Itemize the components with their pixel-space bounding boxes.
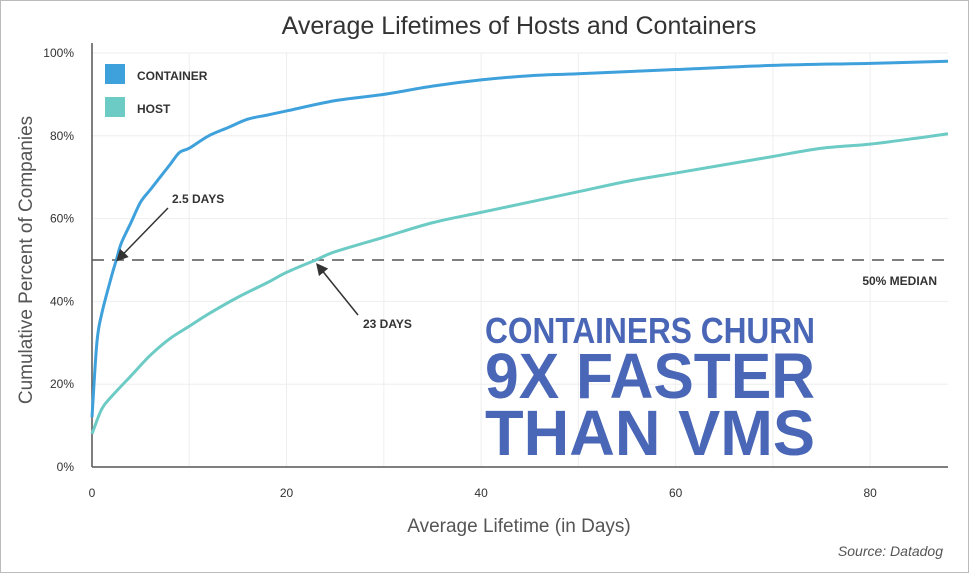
chart-title: Average Lifetimes of Hosts and Container… — [282, 12, 757, 40]
legend-label-container: CONTAINER — [137, 69, 208, 83]
y-tick-label: 40% — [50, 294, 74, 308]
source-note: Source: Datadog — [838, 543, 943, 559]
annotation-arrow — [316, 262, 359, 316]
legend-swatch-container — [105, 64, 125, 84]
x-tick-label: 20 — [280, 486, 294, 500]
annotation-label: 2.5 DAYS — [172, 192, 224, 206]
x-tick-label: 60 — [669, 486, 683, 500]
legend-label-host: HOST — [137, 102, 171, 116]
y-tick-label: 80% — [50, 129, 74, 143]
y-tick-label: 0% — [57, 460, 75, 474]
x-tick-label: 0 — [89, 486, 96, 500]
y-tick-label: 100% — [43, 46, 74, 60]
median-reference: 50% MEDIAN — [92, 259, 948, 288]
median-label: 50% MEDIAN — [862, 274, 937, 288]
legend: CONTAINER HOST — [105, 64, 208, 117]
y-tick-label: 60% — [50, 212, 74, 226]
headline-line: 9X FASTER — [485, 340, 815, 412]
headline-line: THAN VMS — [485, 397, 815, 469]
y-axis-label: Cumulative Percent of Companies — [16, 116, 37, 404]
annotations: 2.5 DAYS 23 DAYS — [116, 192, 412, 331]
headline-line: CONTAINERS CHURN — [485, 310, 815, 351]
x-tick-label: 40 — [474, 486, 488, 500]
x-axis-label: Average Lifetime (in Days) — [407, 516, 631, 537]
grid — [92, 52, 948, 467]
y-tick-label: 20% — [50, 377, 74, 391]
series-line-host — [90, 132, 949, 435]
x-tick-label: 80 — [864, 486, 878, 500]
legend-swatch-host — [105, 97, 125, 117]
annotation-arrow — [116, 207, 169, 262]
annotation-label: 23 DAYS — [363, 317, 412, 331]
